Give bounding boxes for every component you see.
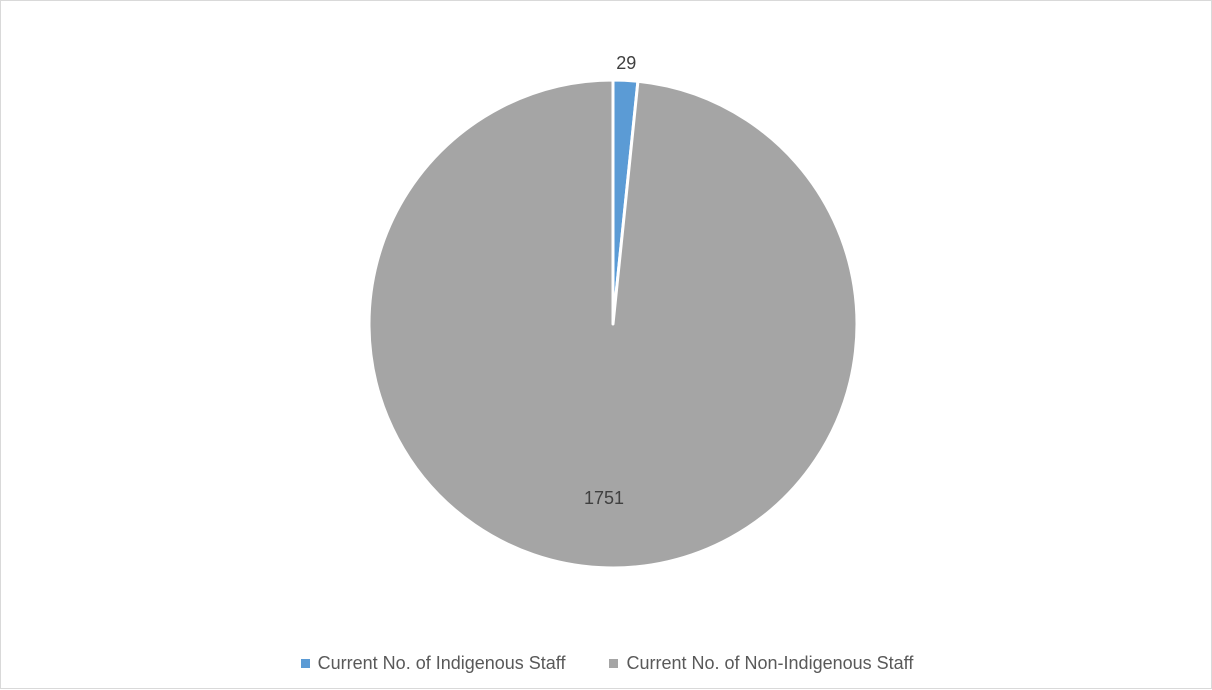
legend-label-indigenous: Current No. of Indigenous Staff — [317, 652, 566, 673]
data-label-non-indigenous: 1751 — [584, 488, 624, 508]
legend-item-non-indigenous[interactable]: Current No. of Non-Indigenous Staff — [609, 653, 913, 674]
pie-slice-non-indigenous[interactable] — [367, 78, 859, 570]
legend-item-indigenous[interactable]: Current No. of Indigenous Staff — [300, 652, 566, 674]
legend-swatch-indigenous — [300, 658, 310, 668]
legend: Current No. of Indigenous Staff Current … — [1, 649, 1212, 677]
legend-label-non-indigenous: Current No. of Non-Indigenous Staff — [626, 652, 914, 673]
data-label-indigenous: 29 — [616, 53, 636, 73]
legend-swatch-non-indigenous — [609, 658, 619, 668]
